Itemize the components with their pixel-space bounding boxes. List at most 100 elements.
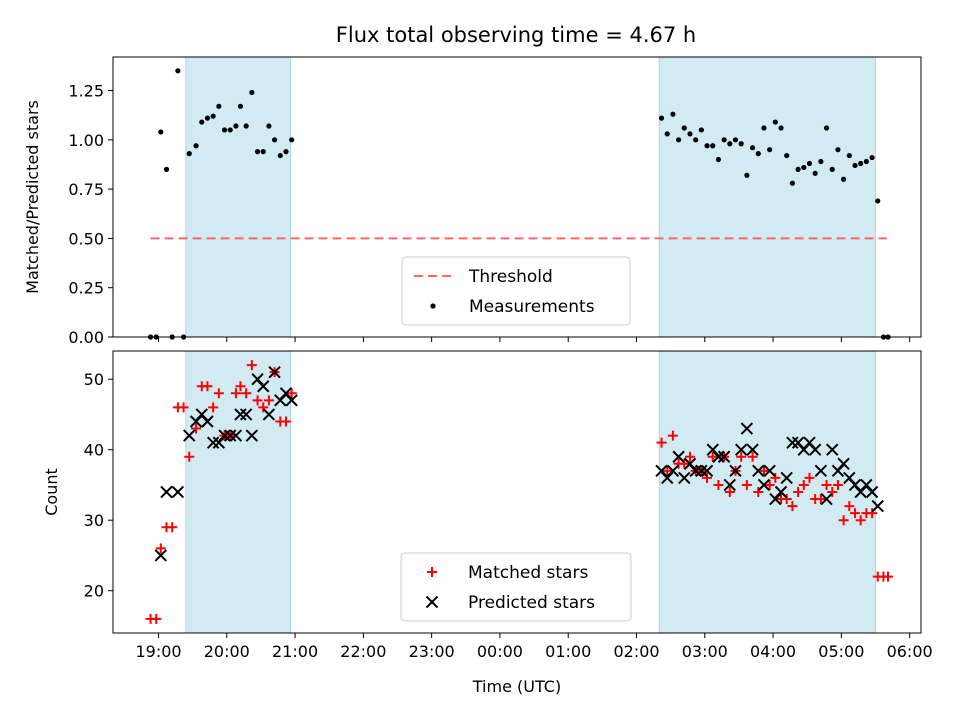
data-point: [204, 115, 211, 121]
data-point: [257, 380, 270, 393]
data-point: [715, 156, 722, 163]
data-point: [676, 137, 682, 143]
data-point: [804, 472, 815, 483]
data-point: [763, 464, 776, 478]
y-tick-label: 1.25: [68, 82, 104, 101]
data-point: [199, 119, 205, 125]
data-point: [738, 141, 744, 147]
y-axis-label: Count: [42, 468, 61, 516]
x-tick-label: 03:00: [682, 642, 728, 661]
data-point: [254, 149, 261, 155]
y-tick-label: 0.75: [68, 180, 104, 199]
data-point: [812, 170, 818, 176]
data-point: [723, 478, 737, 492]
data-point: [681, 125, 687, 131]
data-point: [246, 360, 257, 371]
data-point: [678, 471, 691, 485]
data-point: [815, 494, 826, 505]
data-point: [249, 89, 255, 96]
data-point: [672, 450, 685, 463]
data-point: [780, 471, 793, 485]
data-point: [721, 137, 727, 143]
data-point: [820, 492, 833, 506]
data-point: [837, 457, 850, 471]
data-point: [727, 141, 733, 147]
data-point: [154, 549, 168, 562]
data-point: [826, 443, 839, 456]
data-point: [280, 416, 291, 427]
data-point: [758, 465, 769, 476]
data-point: [213, 388, 224, 399]
data-point: [829, 166, 835, 172]
data-point: [243, 123, 249, 129]
data-point: [679, 458, 690, 469]
data-point: [700, 464, 714, 478]
data-point: [221, 127, 228, 133]
data-point: [832, 479, 843, 490]
data-point: [160, 485, 173, 499]
data-point: [767, 147, 773, 153]
data-point: [821, 479, 832, 490]
data-point: [684, 451, 695, 462]
data-point: [216, 103, 222, 109]
data-point: [789, 180, 796, 186]
x-axis-label: Time (UTC): [472, 677, 561, 696]
data-point: [178, 402, 189, 413]
data-point: [258, 402, 269, 413]
data-point: [167, 522, 178, 533]
data-point: [277, 152, 283, 159]
data-point: [764, 479, 775, 490]
data-point: [852, 162, 858, 169]
chart-title: Flux total observing time = 4.67 h: [336, 23, 696, 47]
data-point: [838, 515, 849, 526]
x-tick-label: 06:00: [887, 642, 933, 661]
legend-box: [400, 552, 632, 622]
data-point: [698, 127, 704, 133]
axes-frame: [112, 350, 922, 634]
data-point: [736, 451, 747, 462]
data-point: [289, 137, 295, 143]
data-point: [871, 499, 884, 513]
data-point: [770, 472, 781, 483]
data-point: [710, 143, 716, 149]
data-point: [193, 143, 199, 149]
data-point: [272, 137, 278, 143]
top-panel-ratio: 0.00 0.25 0.50 0.75 1.00 1.25 Matched/Predicte…: [23, 56, 922, 347]
data-point: [749, 145, 756, 151]
data-point: [658, 115, 665, 121]
data-point: [729, 464, 742, 478]
legend-label: Matched stars: [468, 563, 588, 583]
x-tick-label: 22:00: [340, 642, 386, 661]
data-point: [233, 123, 239, 129]
data-point: [183, 429, 196, 442]
y-tick-label: 20: [84, 582, 104, 601]
data-point: [793, 487, 804, 497]
data-point: [175, 68, 181, 74]
data-point: [717, 450, 731, 463]
data-point: [755, 151, 761, 157]
data-point: [827, 487, 838, 497]
data-point: [191, 423, 202, 434]
data-point: [704, 143, 710, 149]
data-point: [210, 113, 216, 119]
data-point: [241, 388, 252, 399]
data-point: [808, 443, 822, 456]
legend-box: [401, 256, 631, 326]
x-tick-label: 02:00: [613, 642, 659, 661]
legend: Threshold Measurements: [401, 256, 631, 326]
data-point: [262, 408, 276, 421]
legend: Matched stars Predicted stars: [400, 552, 632, 622]
data-point: [867, 508, 878, 519]
data-point: [849, 508, 860, 519]
data-point: [235, 381, 246, 392]
data-point: [702, 472, 713, 483]
data-point: [184, 451, 195, 462]
data-point: [218, 429, 231, 442]
y-tick-label: 0.50: [68, 229, 104, 248]
data-point: [818, 158, 824, 165]
data-point: [186, 151, 192, 157]
data-point: [869, 154, 875, 161]
data-point: [747, 451, 758, 462]
data-point: [158, 129, 164, 135]
